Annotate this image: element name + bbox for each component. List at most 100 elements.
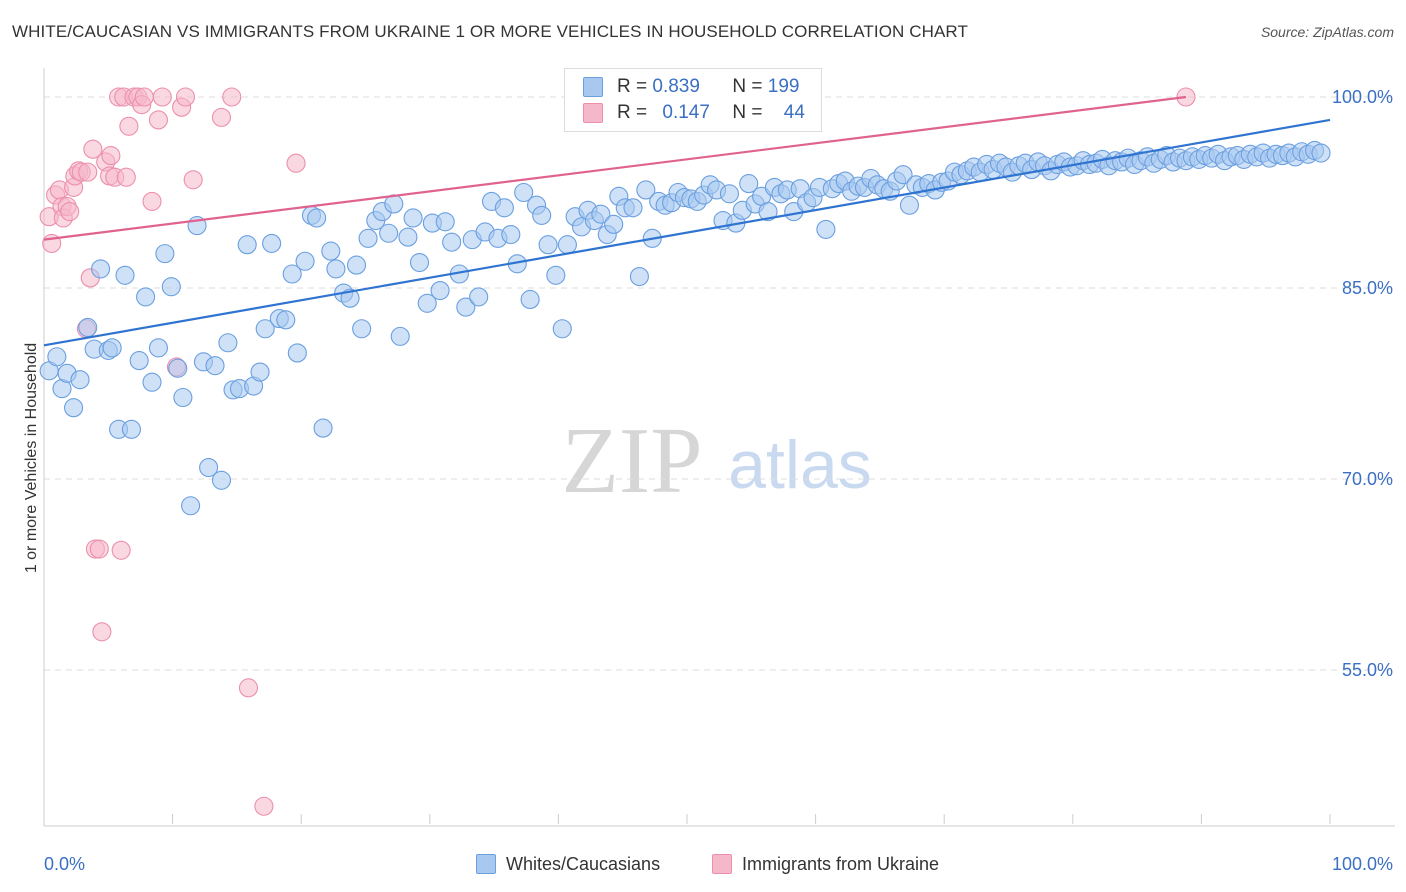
- legend-r-value: 0.839: [652, 76, 700, 97]
- data-point: [816, 219, 836, 239]
- trend-line-whites: [43, 118, 1331, 347]
- data-point: [121, 419, 141, 439]
- data-point: [181, 496, 201, 516]
- data-point: [295, 251, 315, 271]
- y-tick-label: 85.0%: [1342, 278, 1393, 298]
- y-tick-label: 100.0%: [1332, 87, 1393, 107]
- data-point: [175, 87, 196, 107]
- bottom-legend-label: Whites/Caucasians: [506, 853, 661, 874]
- data-point: [111, 540, 131, 560]
- data-point: [604, 214, 624, 234]
- data-point: [520, 289, 540, 310]
- legend-n-label: N =: [732, 102, 763, 123]
- data-point: [136, 287, 156, 307]
- data-point: [155, 244, 175, 264]
- data-point: [282, 264, 302, 284]
- data-point: [92, 622, 112, 642]
- legend-row-ukraine: R = 0.147 N = 44: [583, 100, 805, 126]
- data-point: [218, 333, 238, 353]
- data-point: [254, 796, 274, 816]
- watermark-atlas: atlas: [728, 427, 872, 503]
- data-point: [546, 265, 566, 285]
- data-point: [115, 265, 135, 285]
- data-point: [70, 370, 90, 390]
- data-point: [346, 255, 367, 275]
- data-point: [629, 266, 649, 287]
- data-point: [161, 277, 181, 297]
- y-tick-label: 55.0%: [1342, 660, 1393, 680]
- data-point: [276, 310, 296, 330]
- bottom-legend-label: Immigrants from Ukraine: [742, 853, 940, 874]
- data-point: [313, 418, 333, 438]
- y-tick-label: 70.0%: [1342, 469, 1393, 489]
- legend-n-value: 199: [767, 76, 800, 97]
- watermark: ZIP atlas: [562, 409, 872, 513]
- bottom-legend-whites: Whites/Caucasians: [476, 852, 660, 876]
- correlation-legend: R = 0.839 N = 199 R = 0.147 N = 44: [564, 68, 822, 132]
- data-point: [205, 356, 225, 376]
- data-point: [89, 539, 109, 559]
- data-point: [255, 319, 275, 339]
- data-point: [379, 223, 399, 243]
- data-point: [899, 195, 920, 215]
- legend-n-value: 44: [783, 102, 805, 123]
- data-point: [739, 174, 759, 194]
- data-point: [442, 232, 462, 252]
- data-point: [435, 212, 455, 232]
- data-point: [183, 170, 203, 190]
- data-point: [1311, 143, 1331, 163]
- legend-row-whites: R = 0.839 N = 199: [583, 74, 799, 100]
- data-point: [636, 180, 656, 200]
- data-point: [152, 87, 172, 107]
- data-point: [199, 457, 219, 478]
- data-point: [456, 297, 476, 317]
- x-tick-label: 100.0%: [1332, 854, 1393, 874]
- data-point: [91, 259, 111, 279]
- data-point: [591, 204, 611, 224]
- data-point: [287, 343, 307, 363]
- data-point: [758, 202, 778, 222]
- data-point: [352, 319, 372, 339]
- data-point: [358, 228, 378, 248]
- legend-swatch-pink: [712, 854, 732, 874]
- legend-r-label: R =: [617, 102, 648, 123]
- data-point: [101, 146, 121, 166]
- data-point: [134, 87, 154, 107]
- legend-r-value: 0.147: [662, 102, 710, 123]
- data-point: [83, 139, 103, 159]
- y-axis-label: 1 or more Vehicles in Household: [23, 342, 40, 574]
- data-point: [250, 362, 270, 382]
- data-point: [238, 678, 259, 698]
- bottom-legend-ukraine: Immigrants from Ukraine: [712, 852, 939, 876]
- data-point: [469, 287, 489, 307]
- data-point: [60, 202, 80, 222]
- data-point: [47, 347, 67, 367]
- data-point: [148, 110, 169, 130]
- x-tick-label: 0.0%: [44, 854, 85, 874]
- data-point: [514, 182, 534, 203]
- legend-n-label: N =: [732, 76, 763, 97]
- data-point: [142, 372, 162, 392]
- chart-source: Source: ZipAtlas.com: [1260, 24, 1394, 40]
- data-point: [211, 470, 232, 490]
- data-point: [211, 107, 232, 127]
- legend-swatch-blue: [583, 77, 603, 97]
- data-point: [222, 87, 242, 107]
- data-point: [173, 387, 193, 408]
- data-point: [340, 288, 360, 308]
- data-point: [116, 167, 136, 187]
- legend-swatch-blue: [476, 854, 496, 874]
- watermark-zip: ZIP: [562, 409, 703, 513]
- data-point: [237, 235, 257, 255]
- data-point: [430, 280, 450, 301]
- data-point: [719, 184, 739, 204]
- chart-title: WHITE/CAUCASIAN VS IMMIGRANTS FROM UKRAI…: [12, 22, 968, 41]
- data-point: [142, 191, 162, 211]
- data-point: [417, 293, 437, 313]
- data-point: [286, 153, 306, 173]
- data-point: [557, 235, 577, 255]
- data-point: [501, 224, 521, 245]
- data-point: [398, 227, 418, 247]
- data-point: [307, 208, 327, 228]
